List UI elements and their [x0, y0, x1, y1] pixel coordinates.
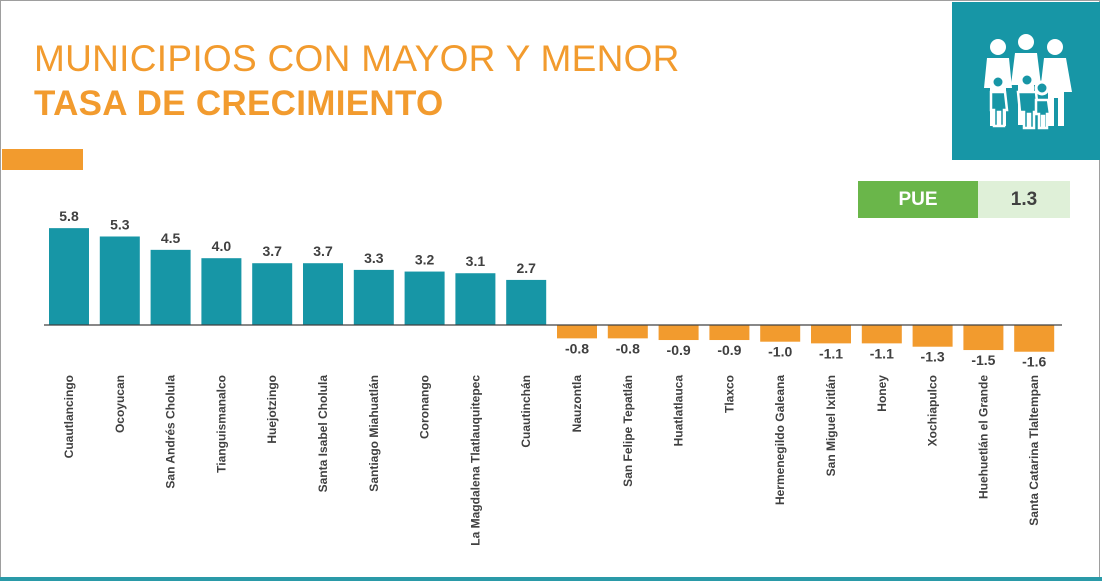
category-label-13: Tlaxco: [722, 375, 736, 413]
value-label-13: -0.9: [717, 342, 741, 358]
value-label-10: -0.8: [565, 340, 589, 356]
value-label-11: -0.8: [616, 340, 640, 356]
category-label-1: Ocoyucan: [113, 375, 127, 433]
bar-9: [506, 279, 547, 325]
bar-18: [963, 325, 1004, 351]
bar-11: [607, 325, 648, 339]
bar-3: [201, 258, 242, 325]
category-label-9: Cuautinchán: [519, 375, 533, 448]
value-label-7: 3.2: [415, 252, 435, 268]
category-label-8: La Magdalena Tlatlauquitepec: [468, 375, 482, 546]
category-label-7: Coronango: [418, 375, 432, 439]
value-label-15: -1.1: [819, 345, 843, 361]
category-label-0: Cuautlancingo: [62, 375, 76, 458]
bar-17: [912, 325, 953, 347]
bar-4: [252, 263, 293, 325]
category-label-10: Nauzontla: [570, 375, 584, 433]
value-label-14: -1.0: [768, 344, 792, 360]
bar-16: [861, 325, 902, 344]
category-label-18: Huehuetlán el Grande: [976, 375, 990, 499]
bar-0: [49, 228, 89, 325]
category-label-11: San Felipe Tepatlán: [621, 375, 635, 487]
family-group-icon: [984, 34, 1072, 130]
value-label-8: 3.1: [466, 253, 486, 269]
value-label-1: 5.3: [110, 216, 130, 232]
icon-panel: [952, 2, 1100, 160]
category-label-19: Santa Catarina Tlaltempan: [1027, 375, 1041, 526]
bar-7: [404, 271, 445, 325]
value-label-4: 3.7: [262, 243, 282, 259]
bar-14: [760, 325, 801, 342]
bottom-accent-line: [0, 577, 1102, 581]
category-label-12: Huatlatlauca: [672, 375, 686, 447]
bar-12: [658, 325, 699, 341]
value-label-12: -0.9: [667, 342, 691, 358]
bar-15: [811, 325, 851, 344]
value-label-3: 4.0: [212, 238, 232, 254]
category-label-5: Santa Isabel Cholula: [316, 375, 330, 493]
pue-badge-label: PUE: [858, 181, 978, 218]
bar-1: [99, 236, 140, 325]
value-label-19: -1.6: [1022, 354, 1046, 370]
title-line-2: TASA DE CRECIMIENTO: [34, 84, 444, 123]
category-label-16: Honey: [875, 375, 889, 412]
value-label-5: 3.7: [313, 243, 333, 259]
pue-badge-value: 1.3: [978, 181, 1070, 218]
category-label-3: Tianguismanalco: [214, 375, 228, 473]
bar-19: [1014, 325, 1055, 352]
value-label-2: 4.5: [161, 230, 181, 246]
value-label-18: -1.5: [971, 352, 995, 368]
value-label-0: 5.8: [59, 208, 79, 224]
category-label-2: San Andrés Cholula: [164, 375, 178, 489]
value-label-6: 3.3: [364, 250, 384, 266]
category-label-17: Xochiapulco: [926, 375, 940, 446]
bar-13: [709, 325, 750, 341]
title-accent-bar: [2, 149, 83, 170]
bar-10: [557, 325, 597, 339]
bar-5: [303, 263, 343, 325]
value-label-16: -1.1: [870, 345, 894, 361]
value-label-17: -1.3: [921, 349, 945, 365]
category-label-6: Santiago Miahuatlán: [367, 375, 381, 492]
value-label-9: 2.7: [516, 260, 536, 276]
category-label-15: San Miguel Ixitlán: [824, 375, 838, 476]
title-line-1: MUNICIPIOS CON MAYOR Y MENOR: [34, 38, 680, 79]
category-label-4: Huejotzingo: [265, 375, 279, 444]
bar-2: [150, 249, 191, 325]
bar-8: [455, 273, 496, 325]
bar-6: [353, 269, 394, 325]
category-label-14: Hermenegildo Galeana: [773, 375, 787, 505]
